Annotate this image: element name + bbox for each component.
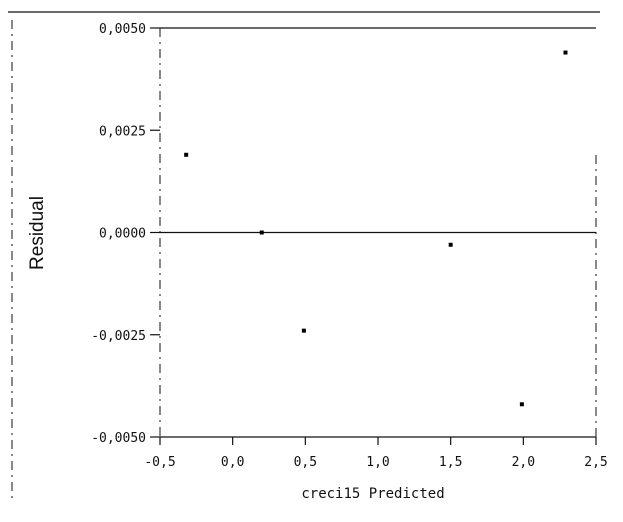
x-tick-label: 2,0 — [512, 455, 535, 470]
y-tick-label: 0,0025 — [99, 124, 146, 139]
x-tick-label: 0,5 — [294, 455, 317, 470]
y-tick-label: 0,0050 — [99, 22, 146, 37]
scatter-point — [519, 402, 524, 407]
scatter-point — [301, 328, 306, 333]
x-axis-title: creci15 Predicted — [301, 486, 444, 502]
scatter-point — [448, 242, 453, 247]
y-axis: 0,0050 0,0025 0,0000 -0,0025 -0,0050 — [91, 22, 160, 446]
y-tick-label: 0,0000 — [99, 227, 146, 242]
x-axis: -0,5 0,0 0,5 1,0 1,5 2,0 2,5 — [144, 437, 608, 470]
scatter-point — [563, 50, 568, 55]
x-tick-label: 1,5 — [439, 455, 462, 470]
data-points — [184, 50, 568, 407]
y-axis-title: Residual — [27, 196, 48, 270]
x-tick-label: 2,5 — [584, 455, 607, 470]
scatter-point — [184, 152, 189, 157]
y-tick-label: -0,0050 — [91, 431, 146, 446]
y-tick-label: -0,0025 — [91, 329, 146, 344]
x-tick-label: -0,5 — [144, 455, 175, 470]
x-tick-label: 0,0 — [221, 455, 244, 470]
x-tick-label: 1,0 — [366, 455, 389, 470]
scatter-point — [259, 230, 264, 235]
